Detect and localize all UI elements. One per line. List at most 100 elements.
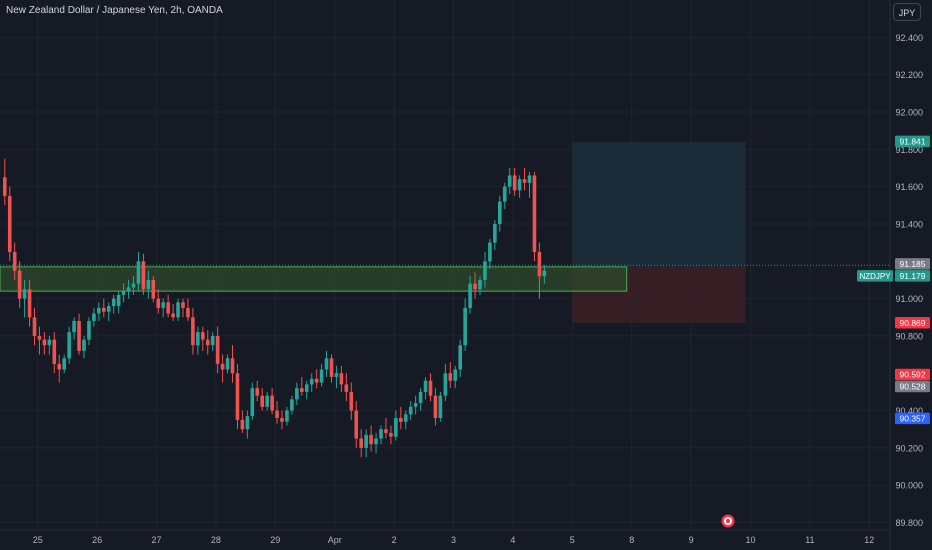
candle-body[interactable] [156, 298, 161, 308]
candle-body[interactable] [493, 223, 497, 243]
candle-body[interactable] [47, 339, 52, 346]
candle-body[interactable] [285, 410, 289, 422]
candle-body[interactable] [116, 294, 121, 307]
candle-body[interactable] [62, 358, 66, 370]
candle-body[interactable] [354, 410, 359, 439]
candle-body[interactable] [522, 179, 527, 183]
candle-body[interactable] [478, 279, 482, 290]
candle-body[interactable] [542, 270, 547, 277]
candle-body[interactable] [240, 419, 245, 430]
candle-body[interactable] [230, 358, 235, 374]
candle-body[interactable] [379, 429, 383, 439]
candle-body[interactable] [235, 373, 240, 420]
candle-body[interactable] [389, 432, 393, 437]
candle-body[interactable] [537, 251, 542, 277]
candle-body[interactable] [463, 307, 467, 346]
candle-body[interactable] [191, 317, 195, 346]
candle-body[interactable] [181, 302, 185, 308]
candle-body[interactable] [349, 391, 354, 411]
candle-body[interactable] [374, 438, 378, 445]
candle-body[interactable] [309, 378, 314, 385]
candle-body[interactable] [176, 302, 180, 318]
candle-body[interactable] [92, 313, 96, 321]
candle-body[interactable] [22, 289, 27, 299]
candle-body[interactable] [82, 339, 86, 351]
candle-body[interactable] [399, 418, 403, 422]
candle-body[interactable] [448, 373, 453, 381]
candle-body[interactable] [146, 279, 151, 290]
candle-body[interactable] [141, 261, 146, 290]
candle-body[interactable] [7, 195, 12, 252]
candle-body[interactable] [126, 287, 131, 292]
candle-body[interactable] [111, 298, 116, 307]
candle-body[interactable] [106, 306, 111, 312]
candle-body[interactable] [329, 358, 334, 377]
candle-body[interactable] [295, 388, 299, 400]
candle-body[interactable] [453, 369, 458, 381]
candle-body[interactable] [300, 388, 304, 392]
candle-body[interactable] [87, 320, 91, 340]
candle-body[interactable] [32, 317, 37, 336]
candle-body[interactable] [171, 313, 175, 318]
candle-body[interactable] [27, 289, 32, 318]
candle-body[interactable] [319, 369, 324, 383]
candle-body[interactable] [151, 279, 156, 299]
candle-body[interactable] [359, 438, 363, 448]
candle-body[interactable] [57, 363, 62, 370]
candle-body[interactable] [255, 388, 260, 396]
candle-body[interactable] [512, 175, 517, 191]
candle-body[interactable] [468, 283, 472, 308]
candle-body[interactable] [443, 373, 448, 396]
candle-body[interactable] [314, 378, 319, 383]
candle-body[interactable] [12, 251, 17, 271]
candle-body[interactable] [488, 242, 492, 262]
candle-body[interactable] [3, 177, 7, 196]
candle-body[interactable] [280, 418, 284, 422]
candle-body[interactable] [215, 335, 220, 364]
candle-body[interactable] [498, 201, 502, 224]
candle-body[interactable] [418, 391, 423, 404]
candle-body[interactable] [72, 320, 76, 333]
candle-body[interactable] [344, 384, 349, 392]
candle-body[interactable] [260, 395, 264, 407]
candle-body[interactable] [339, 373, 344, 385]
candle-body[interactable] [483, 261, 487, 280]
candle-body[interactable] [527, 175, 532, 183]
currency-button[interactable]: JPY [893, 3, 921, 21]
candle-body[interactable] [265, 395, 269, 407]
candle-body[interactable] [97, 307, 101, 314]
candle-body[interactable] [196, 332, 200, 346]
candle-body[interactable] [201, 332, 205, 340]
candle-body[interactable] [121, 291, 126, 295]
demand-zone[interactable] [0, 266, 628, 292]
candle-body[interactable] [433, 395, 438, 419]
candle-body[interactable] [270, 395, 274, 411]
candle-body[interactable] [67, 332, 71, 359]
candle-body[interactable] [42, 339, 47, 346]
candle-body[interactable] [334, 373, 339, 377]
candle-body[interactable] [324, 358, 329, 370]
candle-body[interactable] [205, 339, 210, 346]
candle-body[interactable] [52, 339, 57, 364]
candle-body[interactable] [408, 406, 413, 415]
candle-body[interactable] [186, 307, 190, 318]
candle-body[interactable] [369, 434, 373, 445]
candle-body[interactable] [220, 363, 225, 370]
candle-body[interactable] [473, 283, 477, 290]
candle-body[interactable] [290, 399, 294, 411]
candle-body[interactable] [225, 358, 230, 370]
candle-body[interactable] [77, 320, 81, 351]
candle-body[interactable] [210, 335, 215, 346]
candle-body[interactable] [517, 179, 522, 191]
candle-body[interactable] [166, 302, 170, 314]
candle-body[interactable] [304, 384, 309, 392]
candle-body[interactable] [275, 410, 279, 419]
candle-body[interactable] [250, 388, 255, 417]
candle-body[interactable] [384, 429, 388, 433]
candle-body[interactable] [131, 283, 136, 288]
candle-body[interactable] [458, 345, 462, 370]
candle-body[interactable] [502, 186, 507, 202]
candle-body[interactable] [438, 395, 443, 419]
candle-body[interactable] [413, 403, 418, 407]
